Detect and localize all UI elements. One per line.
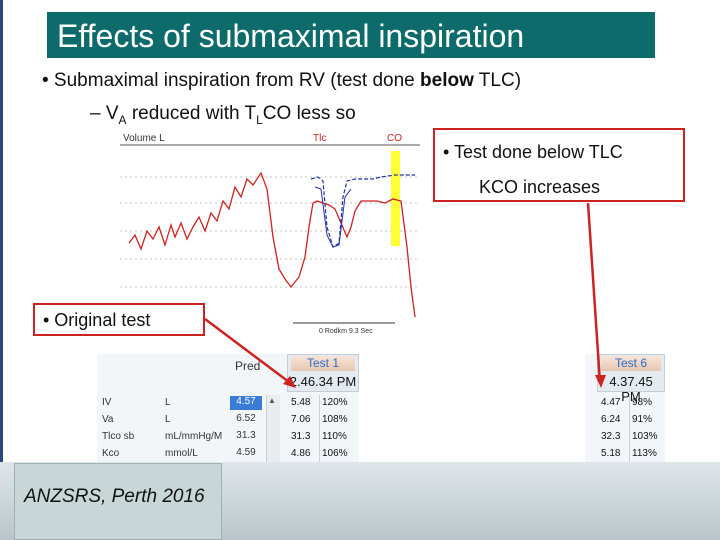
title-bar: Effects of submaximal inspiration [47, 12, 655, 58]
test6-percent: 103% [632, 431, 658, 442]
row-name: Tlco sb [102, 431, 135, 442]
test1-value: 7.06 [291, 414, 311, 425]
bullet1-bold: below [420, 70, 474, 91]
test6-percent: 98% [632, 397, 653, 408]
test6-percent: 113% [632, 448, 657, 459]
tlc-label: Tlc [313, 133, 326, 144]
footer-box: ANZSRS, Perth 2016 [14, 463, 222, 540]
row-unit: mL/mmHg/M [165, 431, 223, 442]
test1-value: 5.48 [291, 397, 311, 408]
test1-percent: 108% [322, 414, 348, 425]
test1-header[interactable]: Test 1 2.46.34 PM [287, 354, 359, 392]
test6-percent: 91% [632, 414, 653, 425]
bullet2-sub-a: A [118, 112, 127, 127]
test1-percent: 120% [322, 397, 348, 408]
slide-title: Effects of submaximal inspiration [57, 18, 525, 54]
test1-percent: 110% [322, 431, 347, 442]
table-scrollbar[interactable] [266, 395, 280, 462]
bullet2-sub-l: L [256, 112, 263, 127]
callout-below-tlc: • Test done below TLC KCO increases [433, 128, 685, 202]
bullet1-suffix: TLC) [473, 70, 522, 91]
trace-background [115, 127, 425, 337]
co-highlight [391, 151, 400, 246]
test1-value: 4.86 [291, 448, 311, 459]
table-divider [629, 395, 630, 462]
callout-kco-increases: KCO increases [479, 177, 601, 197]
scroll-up-icon[interactable]: ▲ [268, 396, 276, 405]
row-unit: mmol/L [165, 448, 198, 459]
pred-cell: 4.59 [236, 447, 256, 458]
bullet2-mid: reduced with T [126, 103, 257, 124]
test6-label: Test 6 [601, 356, 661, 371]
pred-cell-selected[interactable]: 4.57 [230, 396, 262, 410]
test6-value: 6.24 [601, 414, 621, 425]
spirometer-trace: Volume L Tlc CO 0 Rodkm 9.3 Sec [115, 127, 425, 337]
bullet1-prefix: • Submaximal inspiration from RV (test d… [42, 70, 421, 91]
row-unit: L [165, 414, 171, 425]
row-name: Va [102, 414, 114, 425]
test6-time: 4.37.45 PM [609, 374, 653, 404]
tlc-dashed-trace [310, 174, 415, 248]
scale-label: 0 Rodkm 9.3 Sec [319, 328, 373, 335]
pred-cell: 6.52 [236, 413, 256, 424]
row-name: IV [102, 397, 112, 408]
left-border [0, 0, 3, 540]
volume-label: Volume L [123, 133, 165, 144]
test6-value: 32.3 [601, 431, 621, 442]
bullet-va-reduced: – VA reduced with TLCO less so [90, 103, 356, 127]
breathing-trace [128, 171, 416, 318]
test6-value: 5.18 [601, 448, 621, 459]
callout-original-test: • Original test [33, 303, 205, 336]
test6-value: 4.47 [601, 397, 621, 408]
bullet2-dash: – V [90, 103, 119, 124]
test1-percent: 106% [322, 448, 348, 459]
row-unit: L [165, 397, 171, 408]
test6-header[interactable]: Test 6 4.37.45 PM [597, 354, 665, 404]
bullet-submaximal: • Submaximal inspiration from RV (test d… [42, 70, 521, 92]
footer-text: ANZSRS, Perth 2016 [24, 486, 205, 507]
test1-value: 31.3 [291, 431, 311, 442]
bullet2-end: CO less so [262, 103, 356, 124]
inner-trace [314, 186, 352, 248]
co-label: CO [387, 133, 402, 144]
trace-gridlines [120, 176, 420, 288]
test1-label: Test 1 [291, 356, 355, 371]
pred-cell: 31.3 [236, 430, 256, 441]
test1-time: 2.46.34 PM [289, 374, 357, 389]
callout-test-below-tlc: • Test done below TLC [443, 142, 623, 162]
row-name: Kco [102, 448, 120, 459]
pred-header: Pred [235, 359, 261, 373]
table-divider [319, 395, 320, 462]
callout-original-label: • Original test [43, 310, 151, 330]
